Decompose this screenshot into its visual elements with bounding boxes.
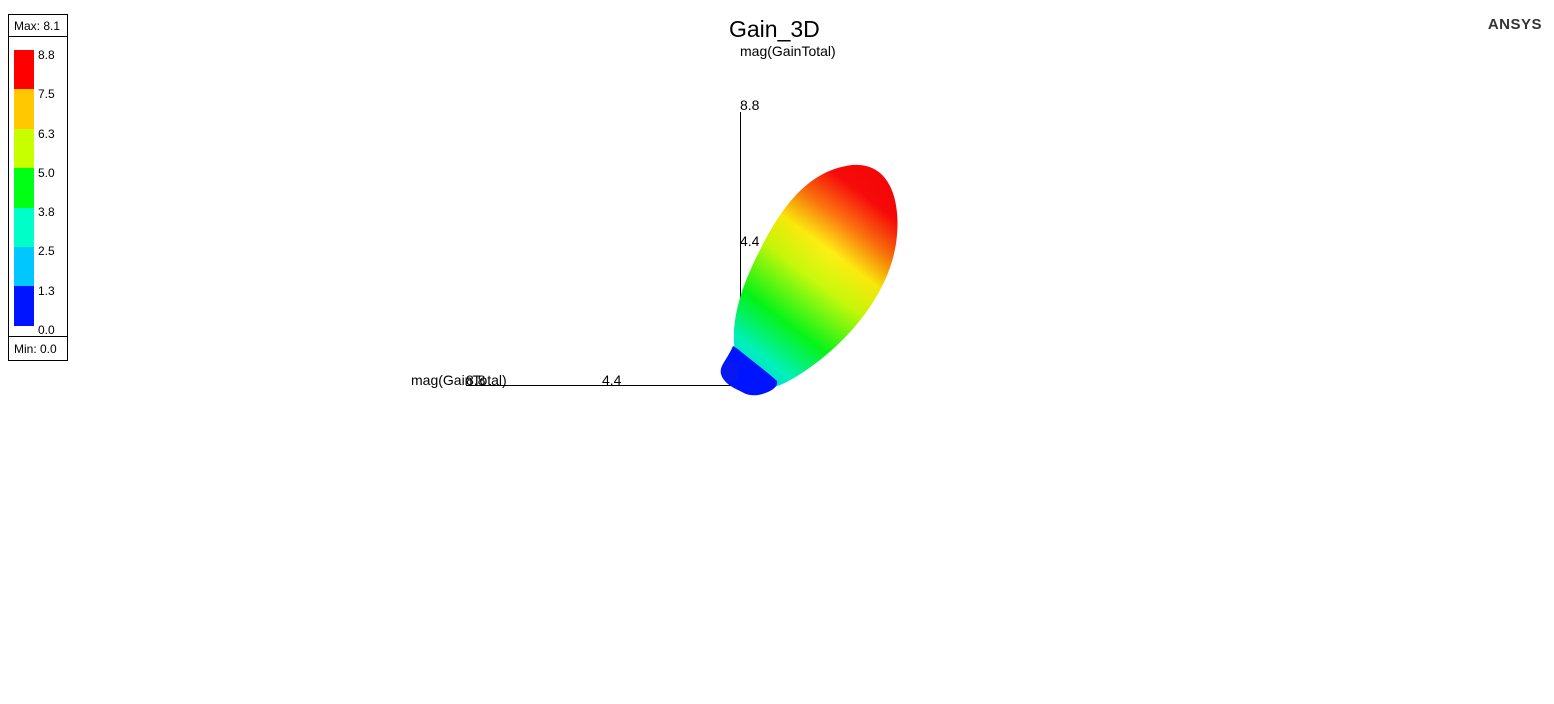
- x-axis-label: mag(GainTotal): [411, 372, 507, 388]
- legend-tick: 1.3: [38, 284, 55, 298]
- legend-tick: 6.3: [38, 127, 55, 141]
- legend-tick: 5.0: [38, 166, 55, 180]
- legend-swatch-2: [14, 89, 34, 129]
- legend-swatch-5: [14, 207, 34, 247]
- legend-max-label: Max: 8.1: [9, 15, 67, 37]
- ansys-logo: ANSYS: [1487, 16, 1542, 33]
- legend-tick: 0.0: [38, 323, 55, 337]
- legend-tick: 2.5: [38, 244, 55, 258]
- x-axis-tick: 8.8: [466, 372, 486, 388]
- x-axis-tick: 4.4: [602, 372, 622, 388]
- legend-tick: 3.8: [38, 205, 55, 219]
- legend-tick: 8.8: [38, 48, 55, 62]
- legend-swatch-7: [14, 286, 34, 326]
- z-axis-tick: 8.8: [740, 97, 760, 113]
- z-axis-tick: 4.4: [740, 233, 760, 249]
- legend-swatch-4: [14, 168, 34, 208]
- plot-title: Gain_3D: [729, 16, 820, 42]
- z-axis-label: mag(GainTotal): [740, 43, 836, 59]
- legend-tick: 7.5: [38, 87, 55, 101]
- legend-min-label: Min: 0.0: [9, 336, 67, 360]
- radiation-lobe: [720, 164, 898, 396]
- color-legend: Max: 8.1 8.8 7.5 6.3 5.0 3.8 2.5 1.3 0.0…: [8, 14, 68, 361]
- legend-swatch-3: [14, 128, 34, 169]
- legend-swatch-6: [14, 246, 34, 287]
- legend-color-bar: [14, 50, 34, 326]
- legend-swatch-1: [14, 50, 34, 90]
